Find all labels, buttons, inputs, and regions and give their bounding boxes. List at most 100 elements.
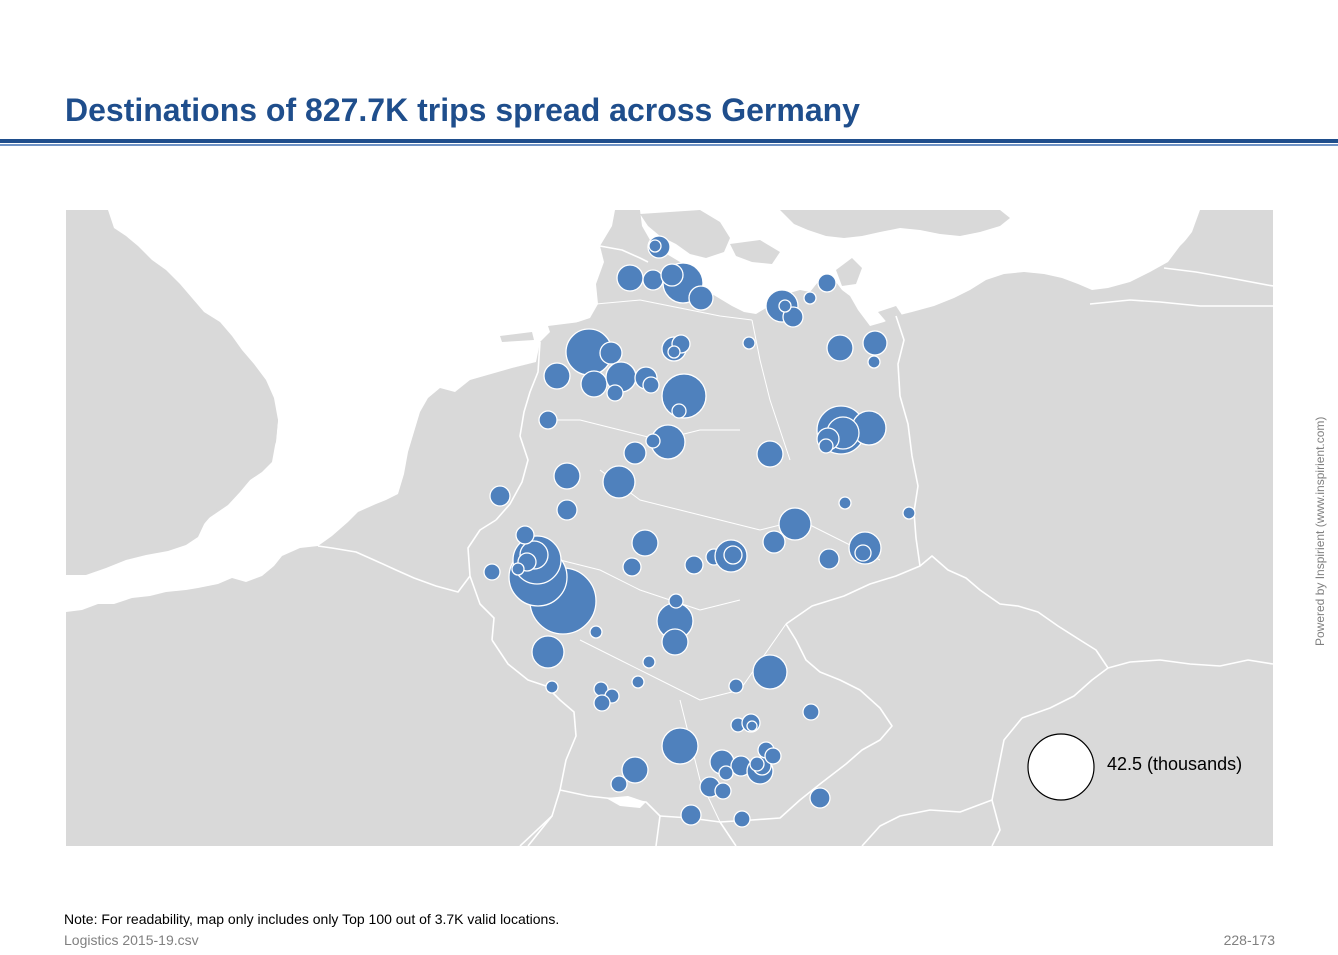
bubble-hildesheim[interactable] [671, 403, 687, 419]
bubble-osnabrueck[interactable] [538, 410, 558, 430]
swedish-coast-strip [1164, 210, 1273, 286]
bubble-ansbach[interactable] [728, 678, 744, 694]
bubble-paderborn[interactable] [602, 465, 636, 499]
england-land [66, 210, 278, 572]
bubble-chemnitz[interactable] [818, 548, 840, 570]
border-luxembourg [469, 575, 495, 641]
bubble-celle-c[interactable] [667, 345, 681, 359]
bubble-weilheim[interactable] [714, 782, 732, 800]
legend-label: 42.5 (thousands) [1107, 754, 1243, 774]
border-czech [785, 555, 1109, 719]
bubble-regensburg[interactable] [802, 703, 820, 721]
state-border-5 [559, 559, 741, 611]
bubble-husum[interactable] [616, 264, 644, 292]
bubble-verden[interactable] [580, 370, 608, 398]
bubble-halle[interactable] [762, 530, 786, 554]
bubble-tauberbischofsheim[interactable] [642, 655, 656, 669]
bubble-heilbronn[interactable] [631, 675, 645, 689]
source-file: Logistics 2015-19.csv [64, 932, 199, 948]
state-border-3 [540, 419, 740, 441]
footnote: Note: For readability, map only includes… [64, 911, 560, 927]
bubble-nienburg[interactable] [606, 384, 624, 402]
north-sea [66, 210, 615, 612]
bubble-fulda[interactable] [622, 557, 642, 577]
bubble-dresden-b[interactable] [854, 544, 872, 562]
bubble-schweinfurt[interactable] [668, 593, 684, 609]
border-italy [719, 821, 737, 846]
zealand-island [640, 210, 730, 258]
bubble-hamburg-north[interactable] [660, 263, 684, 287]
bubble-prenzlau[interactable] [867, 355, 881, 369]
bubble-neubrandenburg[interactable] [826, 334, 854, 362]
bubble-ulm[interactable] [661, 727, 699, 765]
bubble-rostock-c[interactable] [778, 299, 792, 313]
bubble-bielefeld[interactable] [623, 441, 647, 465]
bubble-rosenheim[interactable] [809, 787, 831, 809]
bubble-guben[interactable] [902, 506, 916, 520]
slide-id: 228-173 [1223, 932, 1275, 948]
bubble-duesseldorf[interactable] [515, 525, 535, 545]
bubble-pasewalk[interactable] [862, 330, 888, 356]
border-poland [895, 315, 921, 567]
state-border-6 [579, 623, 787, 701]
bubble-erding[interactable] [764, 747, 782, 765]
border-france-south [519, 815, 553, 846]
bubble-ravensburg-north[interactable] [621, 756, 649, 784]
bubble-magdeburg[interactable] [756, 440, 784, 468]
bornholm-island [910, 212, 926, 228]
bubble-kassel[interactable] [631, 529, 659, 557]
destination-bubbles [483, 235, 916, 828]
bubble-erfurt-b[interactable] [723, 545, 743, 565]
border-hungary [991, 717, 1023, 846]
border-belgium [317, 519, 497, 593]
bubble-ingolstadt-b[interactable] [746, 720, 758, 732]
bubble-darmstadt[interactable] [589, 625, 603, 639]
border-switzerland [559, 789, 661, 846]
bubble-munich-c[interactable] [749, 756, 765, 772]
state-border-7 [679, 699, 721, 823]
border-france [491, 639, 577, 846]
bubble-hagen[interactable] [556, 499, 578, 521]
country-borders [317, 245, 1273, 846]
bubble-luebben[interactable] [838, 496, 852, 510]
bubble-garmisch[interactable] [733, 810, 751, 828]
rugen-island [836, 258, 862, 286]
bubble-rostock-b[interactable] [782, 306, 804, 328]
border-denmark [599, 245, 649, 263]
bubble-uelzen[interactable] [742, 336, 756, 350]
bubble-guestrow[interactable] [803, 291, 817, 305]
bubble-mannheim[interactable] [531, 635, 565, 669]
bubble-eisenach[interactable] [684, 555, 704, 575]
baltic-sea [640, 210, 1210, 326]
border-east-1 [1089, 299, 1273, 307]
bubble-fuerstenfeldbruck[interactable] [718, 765, 734, 781]
powered-by-label: Powered by Inspirient (www.inspirient.co… [1313, 416, 1327, 646]
bubble-kempten[interactable] [680, 804, 702, 826]
bubble-flensburg-b[interactable] [648, 239, 662, 253]
bubble-oldenburg[interactable] [543, 362, 571, 390]
bubble-kitzingen[interactable] [661, 628, 689, 656]
bubble-soltau[interactable] [642, 376, 660, 394]
lolland-island [730, 240, 780, 264]
bubble-leipzig[interactable] [778, 507, 812, 541]
bubble-aachen[interactable] [483, 563, 501, 581]
bubble-baden[interactable] [593, 694, 611, 712]
bubble-ravensburg[interactable] [610, 775, 628, 793]
bubble-bremerhaven[interactable] [599, 341, 623, 365]
bubble-rendsburg[interactable] [642, 269, 664, 291]
bubble-hamburg-east[interactable] [688, 285, 714, 311]
title-rule [0, 139, 1338, 143]
title-rule-accent [0, 144, 1338, 146]
bubble-duisburg[interactable] [489, 485, 511, 507]
bubble-ruhr-c[interactable] [511, 562, 525, 576]
bubble-nuremberg[interactable] [752, 654, 788, 690]
bubble-stralsund[interactable] [817, 273, 837, 293]
legend-bubble [1027, 733, 1095, 801]
bubble-potsdam-b[interactable] [818, 438, 834, 454]
bubble-hameln[interactable] [645, 433, 661, 449]
bubble-dortmund[interactable] [553, 462, 581, 490]
sweden-land [780, 210, 1010, 238]
bubble-kaiserslautern[interactable] [545, 680, 559, 694]
map-panel [66, 210, 1273, 846]
state-border-4 [599, 469, 801, 531]
